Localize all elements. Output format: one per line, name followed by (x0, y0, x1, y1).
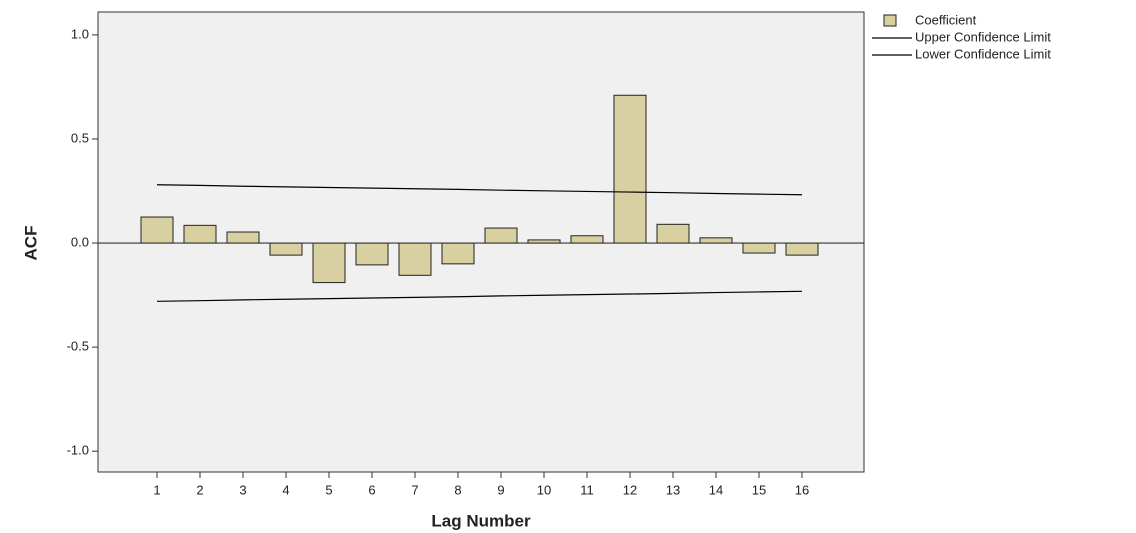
x-axis-title: Lag Number (431, 511, 531, 530)
legend-label: Lower Confidence Limit (915, 46, 1051, 61)
x-tick-label: 16 (795, 482, 809, 497)
legend-label: Upper Confidence Limit (915, 29, 1051, 44)
bar (140, 216, 174, 244)
y-tick-label: 1.0 (71, 26, 89, 41)
y-tick-label: -1.0 (67, 443, 89, 458)
legend-swatch (883, 14, 897, 27)
x-tick-label: 10 (537, 482, 551, 497)
x-tick-label: 1 (153, 482, 160, 497)
x-tick-label: 5 (325, 482, 332, 497)
bar (269, 242, 303, 256)
bar (398, 242, 432, 276)
x-tick-label: 4 (282, 482, 289, 497)
x-tick-label: 6 (368, 482, 375, 497)
x-tick-label: 12 (623, 482, 637, 497)
bar (570, 235, 604, 244)
x-tick-label: 3 (239, 482, 246, 497)
y-tick-label: -0.5 (67, 339, 89, 354)
y-axis-title: ACF (21, 226, 40, 261)
plot-area (97, 11, 865, 473)
bar (355, 242, 389, 266)
x-tick-label: 14 (709, 482, 723, 497)
x-tick-label: 7 (411, 482, 418, 497)
bar (484, 227, 518, 244)
bar (441, 242, 475, 265)
bar (742, 242, 776, 254)
x-tick-label: 15 (752, 482, 766, 497)
confidence-line (156, 290, 803, 302)
x-tick-label: 13 (666, 482, 680, 497)
x-tick-label: 8 (454, 482, 461, 497)
bar (785, 242, 819, 256)
x-tick-label: 2 (196, 482, 203, 497)
x-tick-label: 9 (497, 482, 504, 497)
y-tick-label: 0.5 (71, 130, 89, 145)
legend-label: Coefficient (915, 12, 977, 27)
bar (312, 242, 346, 284)
x-tick-label: 11 (580, 482, 594, 497)
y-tick-label: 0.0 (71, 234, 89, 249)
bar (226, 231, 260, 244)
bar (656, 223, 690, 244)
bar (699, 237, 733, 244)
bar (183, 224, 217, 244)
confidence-line (156, 184, 803, 196)
bar (613, 94, 647, 244)
